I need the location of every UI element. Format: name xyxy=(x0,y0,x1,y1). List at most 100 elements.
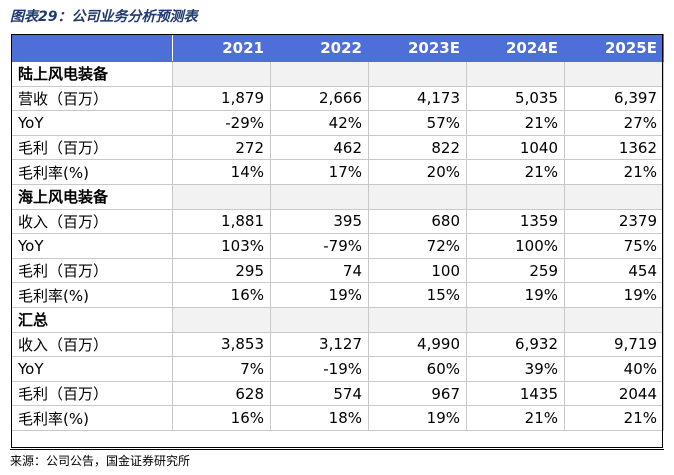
row-label: 毛利率(%) xyxy=(11,405,173,431)
row-label: YoY xyxy=(11,356,173,382)
section-title: 海上风电装备 xyxy=(11,183,173,210)
section-empty-cell xyxy=(466,306,565,333)
row-label: 毛利率(%) xyxy=(11,282,173,308)
table-caption: 图表29：公司业务分析预测表 xyxy=(10,9,198,25)
forecast-table: 2021 2022 2023E 2024E 2025E 陆上风电装备 营收（百万）… xyxy=(11,34,664,431)
value-cell: 6,397 xyxy=(564,85,664,112)
header-blank-cell xyxy=(11,34,173,62)
value-cell: 1040 xyxy=(466,134,565,161)
value-cell: 60% xyxy=(368,356,467,382)
table-row: 毛利（百万） 628 574 967 1435 2044 xyxy=(11,380,664,407)
header-row: 2021 2022 2023E 2024E 2025E xyxy=(11,34,664,62)
value-cell: 21% xyxy=(564,405,664,431)
value-cell: 628 xyxy=(172,380,271,407)
header-year-2023e: 2023E xyxy=(368,34,467,62)
table-row: 毛利（百万） 295 74 100 259 454 xyxy=(11,257,664,284)
value-cell: 1435 xyxy=(466,380,565,407)
table-row: YoY -29% 42% 57% 21% 27% xyxy=(11,110,664,136)
value-cell: 1,881 xyxy=(172,208,271,235)
value-cell: 100 xyxy=(368,257,467,284)
section-empty-cell xyxy=(564,183,664,210)
value-cell: 42% xyxy=(270,110,369,136)
table-row: 毛利率(%) 14% 17% 20% 21% 21% xyxy=(11,159,664,185)
table-row: 收入（百万） 3,853 3,127 4,990 6,932 9,719 xyxy=(11,331,664,358)
value-cell: 295 xyxy=(172,257,271,284)
value-cell: 2379 xyxy=(564,208,664,235)
value-cell: 2044 xyxy=(564,380,664,407)
value-cell: 1,879 xyxy=(172,85,271,112)
value-cell: -29% xyxy=(172,110,271,136)
value-cell: 57% xyxy=(368,110,467,136)
table-row: 营收（百万） 1,879 2,666 4,173 5,035 6,397 xyxy=(11,85,664,112)
section-header-row: 海上风电装备 xyxy=(11,183,664,210)
table-row: 毛利率(%) 16% 19% 15% 19% 19% xyxy=(11,282,664,308)
section-empty-cell xyxy=(466,61,565,87)
source-note: 来源：公司公告，国金证券研究所 xyxy=(10,454,191,468)
row-label: 营收（百万） xyxy=(11,85,173,112)
table-row: YoY 103% -79% 72% 100% 75% xyxy=(11,233,664,259)
value-cell: -19% xyxy=(270,356,369,382)
table-row: 毛利率(%) 16% 18% 19% 21% 21% xyxy=(11,405,664,431)
value-cell: 454 xyxy=(564,257,664,284)
value-cell: 21% xyxy=(466,110,565,136)
value-cell: 3,127 xyxy=(270,331,369,358)
value-cell: 574 xyxy=(270,380,369,407)
section-empty-cell xyxy=(466,183,565,210)
section-empty-cell xyxy=(172,306,271,333)
table-row: YoY 7% -19% 60% 39% 40% xyxy=(11,356,664,382)
section-empty-cell xyxy=(270,61,369,87)
value-cell: 1359 xyxy=(466,208,565,235)
value-cell: 103% xyxy=(172,233,271,259)
value-cell: 3,853 xyxy=(172,331,271,358)
value-cell: 6,932 xyxy=(466,331,565,358)
header-year-2022: 2022 xyxy=(270,34,369,62)
row-label: 毛利（百万） xyxy=(11,257,173,284)
row-label: 毛利（百万） xyxy=(11,380,173,407)
value-cell: 21% xyxy=(466,405,565,431)
row-label: YoY xyxy=(11,233,173,259)
section-header-row: 汇总 xyxy=(11,306,664,333)
section-empty-cell xyxy=(368,183,467,210)
value-cell: 72% xyxy=(368,233,467,259)
row-label: 收入（百万） xyxy=(11,331,173,358)
section-title: 汇总 xyxy=(11,306,173,333)
value-cell: 20% xyxy=(368,159,467,185)
row-label: 收入（百万） xyxy=(11,208,173,235)
value-cell: 4,173 xyxy=(368,85,467,112)
section-empty-cell xyxy=(564,61,664,87)
header-year-2025e: 2025E xyxy=(564,34,664,62)
value-cell: 15% xyxy=(368,282,467,308)
value-cell: 27% xyxy=(564,110,664,136)
value-cell: -79% xyxy=(270,233,369,259)
section-empty-cell xyxy=(270,306,369,333)
value-cell: 21% xyxy=(466,159,565,185)
value-cell: 19% xyxy=(466,282,565,308)
value-cell: 5,035 xyxy=(466,85,565,112)
value-cell: 14% xyxy=(172,159,271,185)
value-cell: 822 xyxy=(368,134,467,161)
value-cell: 7% xyxy=(172,356,271,382)
value-cell: 39% xyxy=(466,356,565,382)
value-cell: 17% xyxy=(270,159,369,185)
header-year-2024e: 2024E xyxy=(466,34,565,62)
value-cell: 74 xyxy=(270,257,369,284)
row-label: YoY xyxy=(11,110,173,136)
value-cell: 4,990 xyxy=(368,331,467,358)
row-label: 毛利（百万） xyxy=(11,134,173,161)
value-cell: 680 xyxy=(368,208,467,235)
value-cell: 19% xyxy=(564,282,664,308)
value-cell: 967 xyxy=(368,380,467,407)
row-label: 毛利率(%) xyxy=(11,159,173,185)
value-cell: 19% xyxy=(270,282,369,308)
section-empty-cell xyxy=(172,183,271,210)
section-empty-cell xyxy=(270,183,369,210)
table-body: 陆上风电装备 营收（百万） 1,879 2,666 4,173 5,035 6,397 YoY… xyxy=(11,61,664,431)
section-empty-cell xyxy=(172,61,271,87)
value-cell: 21% xyxy=(564,159,664,185)
value-cell: 1362 xyxy=(564,134,664,161)
value-cell: 40% xyxy=(564,356,664,382)
value-cell: 100% xyxy=(466,233,565,259)
value-cell: 462 xyxy=(270,134,369,161)
table-row: 毛利（百万） 272 462 822 1040 1362 xyxy=(11,134,664,161)
section-empty-cell xyxy=(564,306,664,333)
